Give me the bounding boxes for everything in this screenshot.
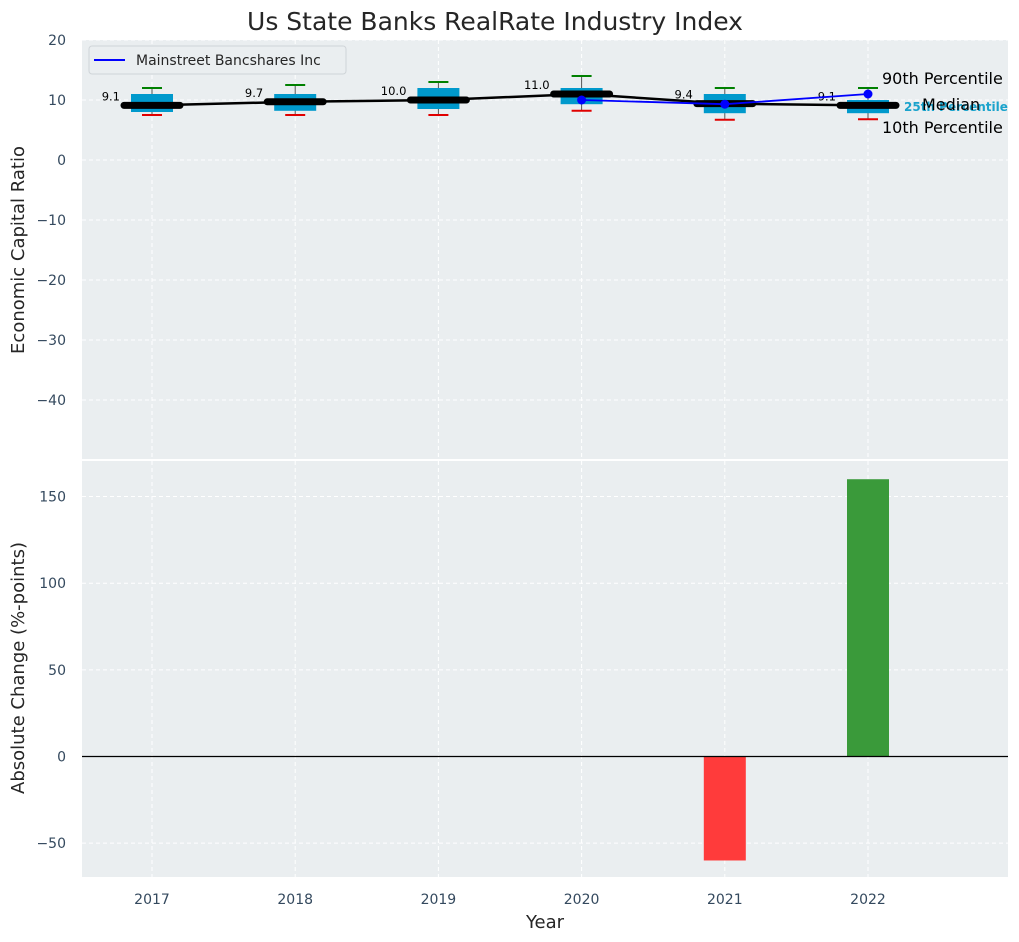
top-y-tick-label: −20 [36,273,66,289]
bottom-y-tick-label: 50 [48,663,66,679]
box-median-label: 9.7 [245,86,263,100]
top-y-axis-label: Economic Capital Ratio [8,146,29,354]
legend-box [88,45,347,75]
chart-title: Us State Banks RealRate Industry Index [247,7,743,36]
box-median-label: 11.0 [524,78,550,92]
x-tick-label: 2022 [850,892,886,908]
x-tick-label: 2021 [707,892,743,908]
annotation-25th-percentile: 25th Percentile [904,100,1008,114]
top-y-tick-label: 20 [48,33,66,49]
box-median-label: 9.1 [102,89,120,103]
bottom-y-tick-label: 150 [39,490,66,506]
top-y-tick-label: −30 [36,333,66,349]
annotation-10th-percentile: 10th Percentile [882,118,1003,137]
x-axis-label: Year [525,912,565,933]
box-median-label: 9.4 [675,88,693,102]
series-point-mainstreet [720,99,730,109]
bottom-panel: 150 100 50 0 −50 2017 2018 2019 2020 2021 2022 [36,461,1008,908]
box-median-label: 10.0 [381,84,407,98]
change-bar [847,479,889,757]
top-y-tick-label: 10 [48,93,66,109]
change-bar [703,756,746,861]
bottom-y-tick-label: 0 [57,750,66,766]
bottom-y-tick-label: 100 [39,576,66,592]
legend-entry-mainstreet: Mainstreet Bancshares Inc [136,53,321,69]
series-point-mainstreet [577,95,587,105]
x-tick-label: 2018 [277,892,313,908]
legend: Mainstreet Bancshares Inc [88,45,347,75]
top-y-tick-label: −10 [36,213,66,229]
x-tick-label: 2017 [134,892,170,908]
top-y-tick-label: −40 [36,393,66,409]
annotation-90th-percentile: 90th Percentile [882,69,1003,88]
x-tick-label: 2020 [564,892,600,908]
annotation-median: Median [922,95,980,114]
bottom-y-tick-label: −50 [36,836,66,852]
series-point-mainstreet [863,89,873,99]
top-y-tick-label: 0 [57,153,66,169]
median-trend-line [151,92,869,107]
bottom-y-axis-label: Absolute Change (%-points) [8,542,29,794]
x-tick-label: 2019 [421,892,457,908]
